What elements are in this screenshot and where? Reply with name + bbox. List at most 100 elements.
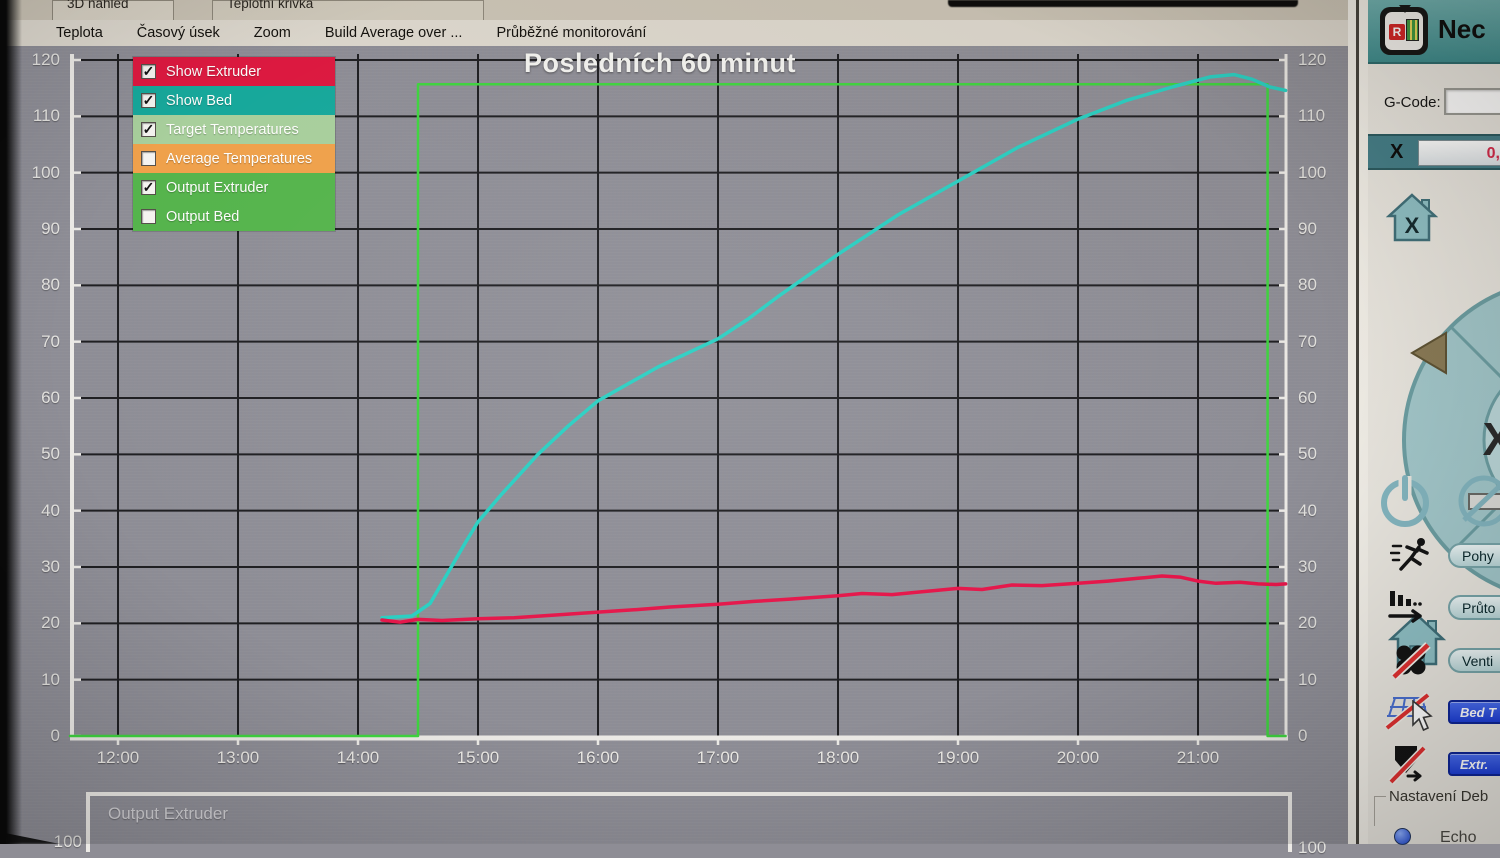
legend-row-4[interactable]: ✓ Output Extruder [133, 173, 335, 202]
legend-row-2[interactable]: ✓ Target Temperatures [133, 115, 335, 144]
tab-temperature-curve[interactable]: Teplotní křivka [212, 0, 484, 20]
legend-label-1: Show Bed [166, 92, 233, 109]
menu-item-4[interactable]: Průběžné monitorování [496, 25, 647, 41]
y-tick-label: 90 [1298, 219, 1317, 238]
mouse-cursor-icon [1412, 700, 1433, 732]
flow-button-label: Průto [1462, 599, 1496, 616]
menu-item-2[interactable]: Zoom [253, 25, 291, 41]
extruder-off-icon[interactable] [1388, 742, 1430, 786]
flow-icon[interactable] [1388, 588, 1430, 628]
legend-row-1[interactable]: ✓ Show Bed [133, 86, 335, 115]
subchart-ylabel-left: 100 [53, 832, 82, 851]
y-tick-label: 80 [41, 275, 60, 295]
power-button[interactable] [1376, 472, 1434, 528]
legend-checkbox-1[interactable]: ✓ [141, 92, 156, 108]
temperature-chart-panel: 3D náhled Teplotní křivka Teplota Časový … [0, 0, 1348, 857]
y-tick-label: 30 [41, 557, 60, 576]
debug-groupbox-border [1374, 796, 1386, 826]
home-x-button[interactable]: X [1386, 192, 1438, 244]
y-tick-label: 110 [32, 106, 60, 126]
x-tick-label: 14:00 [336, 748, 380, 767]
jog-left-arrow-icon [1410, 331, 1447, 375]
legend-label-5: Output Bed [166, 208, 240, 225]
y-tick-label: 30 [1298, 557, 1317, 576]
legend-checkbox-3[interactable] [141, 151, 156, 166]
x-position-bar: X 0, [1368, 134, 1500, 170]
y-tick-label: 70 [41, 331, 60, 351]
x-tick-label: 17:00 [696, 748, 740, 767]
y-tick-label: 120 [31, 50, 60, 69]
tab-3d-view-label: 3D náhled [67, 0, 129, 11]
y-tick-label: 100 [31, 162, 60, 182]
fan-off-icon[interactable] [1390, 640, 1432, 682]
logo-r-tile: R [1389, 24, 1405, 40]
x-position-value: 0, [1418, 140, 1500, 166]
atx-power-off-button[interactable] [1454, 472, 1500, 528]
extruder-temp-button[interactable]: Extr. [1448, 752, 1500, 776]
y-tick-label: 10 [41, 669, 60, 689]
legend-checkbox-5[interactable] [141, 209, 156, 224]
y-tick-label: 100 [1298, 162, 1327, 182]
svg-text:X: X [1405, 213, 1420, 238]
y-tick-label: 40 [1298, 500, 1317, 520]
x-tick-label: 20:00 [1056, 748, 1100, 767]
y-tick-label: 80 [1298, 275, 1317, 295]
chart-area: Posledních 60 minut ✓ Show Extruder ✓ Show … [0, 46, 1348, 857]
x-tick-label: 13:00 [216, 748, 260, 767]
tab-strip: 3D náhled Teplotní křivka [0, 0, 1348, 20]
speed-icon[interactable] [1390, 536, 1432, 576]
x-tick-label: 16:00 [576, 748, 620, 767]
temperature-plot [68, 54, 1288, 745]
y-tick-label: 90 [41, 219, 60, 238]
bed-temp-button[interactable]: Bed T [1448, 700, 1500, 724]
series-target-temperature [68, 82, 1287, 738]
x-tick-label: 21:00 [1176, 748, 1220, 767]
series-bed-temperature [380, 72, 1288, 620]
chart-title: Posledních 60 minut [523, 48, 797, 78]
menu-item-3[interactable]: Build Average over ... [324, 25, 463, 41]
logo-book [1406, 19, 1419, 41]
logo-inner: R [1385, 12, 1423, 50]
speed-button[interactable]: Pohy [1448, 543, 1500, 568]
panel-divider [1356, 0, 1359, 844]
repetier-logo-icon: R [1380, 5, 1428, 55]
legend-checkbox-0[interactable]: ✓ [141, 63, 156, 79]
menu-item-0[interactable]: Teplota [56, 25, 103, 41]
fan-button-label: Venti [1462, 652, 1494, 669]
legend-row-5[interactable]: Output Bed [133, 202, 335, 231]
y-tick-label: 20 [41, 613, 60, 633]
legend-label-4: Output Extruder [166, 179, 269, 196]
menu-item-1[interactable]: Časový úsek [136, 25, 220, 41]
tab-3d-view[interactable]: 3D náhled [52, 0, 174, 20]
debug-group-label: Nastavení Deb [1386, 788, 1492, 805]
chart-menubar: Teplota Časový úsek Zoom Build Average over… [0, 20, 1348, 46]
flow-button[interactable]: Průto [1448, 595, 1500, 620]
y-tick-label: 70 [1298, 331, 1317, 351]
legend-label-0: Show Extruder [166, 63, 262, 80]
legend-row-0[interactable]: ✓ Show Extruder [133, 57, 335, 86]
y-tick-label: 50 [1298, 444, 1317, 464]
bed-temp-button-label: Bed T [1460, 704, 1497, 720]
legend-checkbox-2[interactable]: ✓ [141, 121, 156, 137]
printer-status-text: Nec [1438, 14, 1486, 44]
sidebar-header: R Nec [1368, 0, 1500, 64]
speed-button-label: Pohy [1462, 547, 1494, 564]
legend-checkbox-4[interactable]: ✓ [141, 179, 156, 195]
echo-radio[interactable] [1394, 828, 1411, 845]
svg-text:X: X [1483, 413, 1500, 465]
y-tick-label: 60 [41, 388, 60, 407]
gcode-input[interactable] [1444, 88, 1500, 115]
y-tick-label: 110 [1298, 106, 1326, 126]
y-tick-label: 0 [50, 726, 60, 745]
legend-label-2: Target Temperatures [166, 121, 299, 138]
bed-heat-off-icon[interactable] [1384, 692, 1432, 732]
y-tick-label: 0 [1298, 726, 1308, 745]
legend-row-3[interactable]: Average Temperatures [133, 144, 335, 173]
y-tick-label: 40 [41, 500, 60, 520]
x-tick-label: 18:00 [816, 748, 860, 767]
y-tick-label: 20 [1298, 613, 1317, 633]
echo-label: Echo [1440, 829, 1477, 846]
chart-legend: ✓ Show Extruder ✓ Show Bed ✓ Target Temperatu… [133, 57, 335, 231]
fan-button[interactable]: Venti [1448, 648, 1500, 673]
x-axis-letter: X [1390, 141, 1404, 163]
